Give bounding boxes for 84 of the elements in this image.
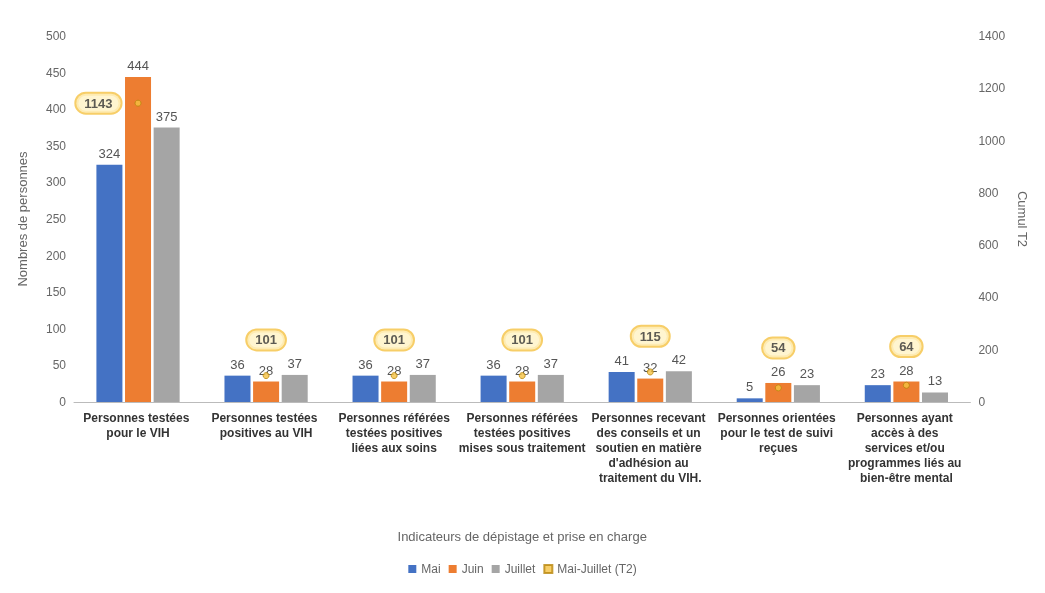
data-label: 28 (386, 362, 402, 378)
data-label: 36 (486, 356, 501, 372)
point (902, 381, 910, 389)
x-axis-title: Indicateurs de dépistage et prise en charge (397, 529, 647, 544)
data-label: 32 (643, 359, 658, 375)
bar (765, 382, 792, 402)
data-label: 444 (127, 57, 149, 73)
bar (637, 378, 664, 402)
data-label: 324 (98, 145, 121, 161)
bar (409, 374, 436, 402)
data-label: 101 (383, 332, 405, 348)
data-label: 42 (671, 352, 687, 368)
data-label: 13 (927, 373, 943, 389)
x-tick-label: Personnes référées testées positives liées aux soins (338, 410, 451, 455)
bar (253, 381, 280, 402)
x-tick-label: Personnes testées pour le VIH (83, 410, 193, 440)
bar (608, 371, 635, 402)
x-tick-label: Personnes référées testées positives mises sous traitement (458, 410, 586, 455)
data-label: 101 (255, 332, 277, 348)
y2-tick-label: 800 (978, 185, 999, 200)
data-label: 101 (511, 332, 534, 348)
data-label: 37 (287, 355, 302, 371)
y2-tick-label: 600 (978, 238, 999, 253)
data-label: 37 (415, 355, 430, 371)
x-tick-label: Personnes ayant accès à des services et/ou programmes liés au bien-être mental (848, 410, 965, 485)
legend-label: Juin (461, 562, 484, 576)
y2-axis-title: Cumul T2 (1015, 190, 1030, 248)
data-label: 26 (771, 363, 786, 379)
bar (381, 381, 408, 402)
bar (864, 385, 891, 402)
y2-tick-label: 200 (978, 342, 999, 357)
data-label: 36 (230, 356, 245, 372)
bar (224, 375, 251, 402)
legend-label: Mai-Juillet (T2) (557, 562, 637, 576)
data-label: 37 (543, 355, 559, 371)
y-tick-label: 350 (45, 138, 67, 153)
legend-label: Juillet (504, 562, 537, 576)
bar (921, 392, 948, 402)
x-tick-label: Personnes orientées pour le test de suivi reçues (717, 410, 840, 455)
data-label: 28 (258, 362, 274, 378)
y-tick-label: 300 (45, 175, 67, 190)
y-tick-label: 150 (45, 285, 67, 300)
bar (153, 127, 180, 402)
bar (96, 164, 123, 402)
y2-tick-label: 1200 (978, 81, 1006, 96)
y2-tick-label: 400 (978, 290, 999, 305)
data-label: 375 (155, 108, 178, 124)
y-tick-label: 250 (45, 212, 67, 226)
y-tick-label: 500 (45, 29, 67, 43)
y2-tick-label: 1400 (978, 29, 1006, 43)
y-tick-label: 100 (45, 321, 67, 336)
data-label: 23 (799, 366, 815, 382)
y-tick-label: 50 (52, 358, 67, 373)
bar (893, 381, 920, 402)
y-tick-label: 450 (45, 65, 67, 80)
bar (736, 398, 763, 402)
data-label: 115 (639, 328, 661, 344)
data-label: 28 (514, 362, 530, 378)
data-label: 23 (870, 366, 885, 382)
y-axis-title: Nombres de personnes (15, 150, 30, 287)
point (134, 99, 142, 107)
y2-tick-label: 0 (978, 395, 986, 409)
bar (480, 375, 507, 402)
bar (125, 76, 152, 402)
bar (665, 371, 692, 402)
y-tick-label: 0 (59, 395, 67, 409)
x-tick-label: Personnes testées positives au VIH (211, 410, 321, 440)
data-label: 5 (746, 379, 754, 395)
y-tick-label: 200 (45, 248, 67, 263)
data-label: 36 (358, 356, 373, 372)
y-tick-label: 400 (45, 102, 67, 117)
bar (281, 374, 308, 402)
bar (537, 374, 564, 402)
bar (352, 375, 379, 402)
data-label: 28 (899, 362, 914, 378)
bar (509, 381, 536, 402)
data-label: 1143 (84, 95, 113, 111)
data-label: 64 (899, 339, 915, 354)
y2-tick-label: 1000 (978, 133, 1006, 148)
data-label: 41 (614, 352, 629, 368)
data-label: 54 (771, 340, 787, 356)
bar (793, 385, 820, 402)
legend-label: Mai (421, 562, 441, 576)
x-tick-label: Personnes recevant des conseils et un soutien en matière d'adhésion au traitement du VIH. (591, 410, 709, 485)
